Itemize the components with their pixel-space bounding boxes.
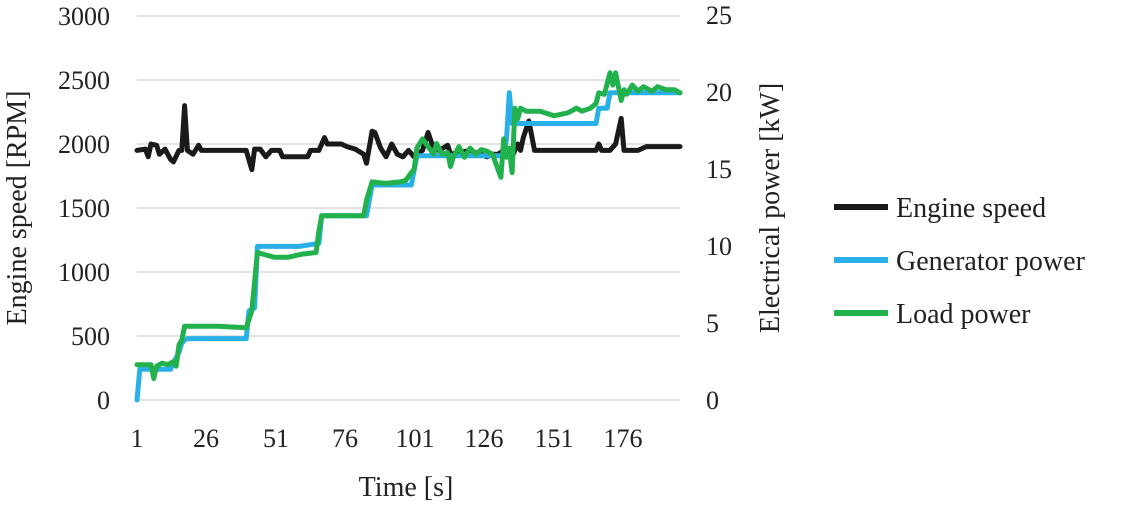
right-tick-10: 10 [706,232,732,261]
series-line-engine-speed [134,103,683,173]
series-line-generator-power [134,90,683,403]
x-tick-76: 76 [332,424,358,453]
left-axis-title: Engine speed [RPM] [2,91,33,326]
left-tick-1500: 1500 [58,194,110,223]
x-tick-26: 26 [193,424,219,453]
legend-label-generator-power: Generator power [896,246,1086,277]
x-axis-ticks: 1 26 51 76 101 126 151 176 [131,424,643,453]
right-tick-15: 15 [706,155,732,184]
x-axis-title: Time [s] [359,472,454,503]
left-tick-1000: 1000 [58,258,110,287]
x-tick-101: 101 [396,424,435,453]
x-tick-51: 51 [263,424,289,453]
x-tick-126: 126 [465,424,504,453]
left-tick-500: 500 [71,322,110,351]
left-axis-ticks: 0 500 1000 1500 2000 2500 3000 [58,2,110,415]
right-tick-5: 5 [706,309,719,338]
left-tick-2000: 2000 [58,130,110,159]
legend: Engine speed Generator power Load power [834,193,1086,330]
right-tick-20: 20 [706,78,732,107]
right-axis-title: Electrical power [kW] [755,83,786,333]
gridlines [137,15,680,401]
right-tick-0: 0 [706,386,719,415]
legend-label-engine-speed: Engine speed [896,193,1046,224]
x-tick-1: 1 [131,424,144,453]
right-axis-ticks: 0 5 10 15 20 25 [706,1,732,415]
x-tick-151: 151 [535,424,574,453]
left-tick-3000: 3000 [58,2,110,31]
legend-label-load-power: Load power [896,299,1031,330]
plot-area [134,70,683,403]
series-line-load-power [134,70,683,381]
right-tick-25: 25 [706,1,732,30]
left-tick-0: 0 [97,386,110,415]
x-tick-176: 176 [604,424,643,453]
left-tick-2500: 2500 [58,66,110,95]
